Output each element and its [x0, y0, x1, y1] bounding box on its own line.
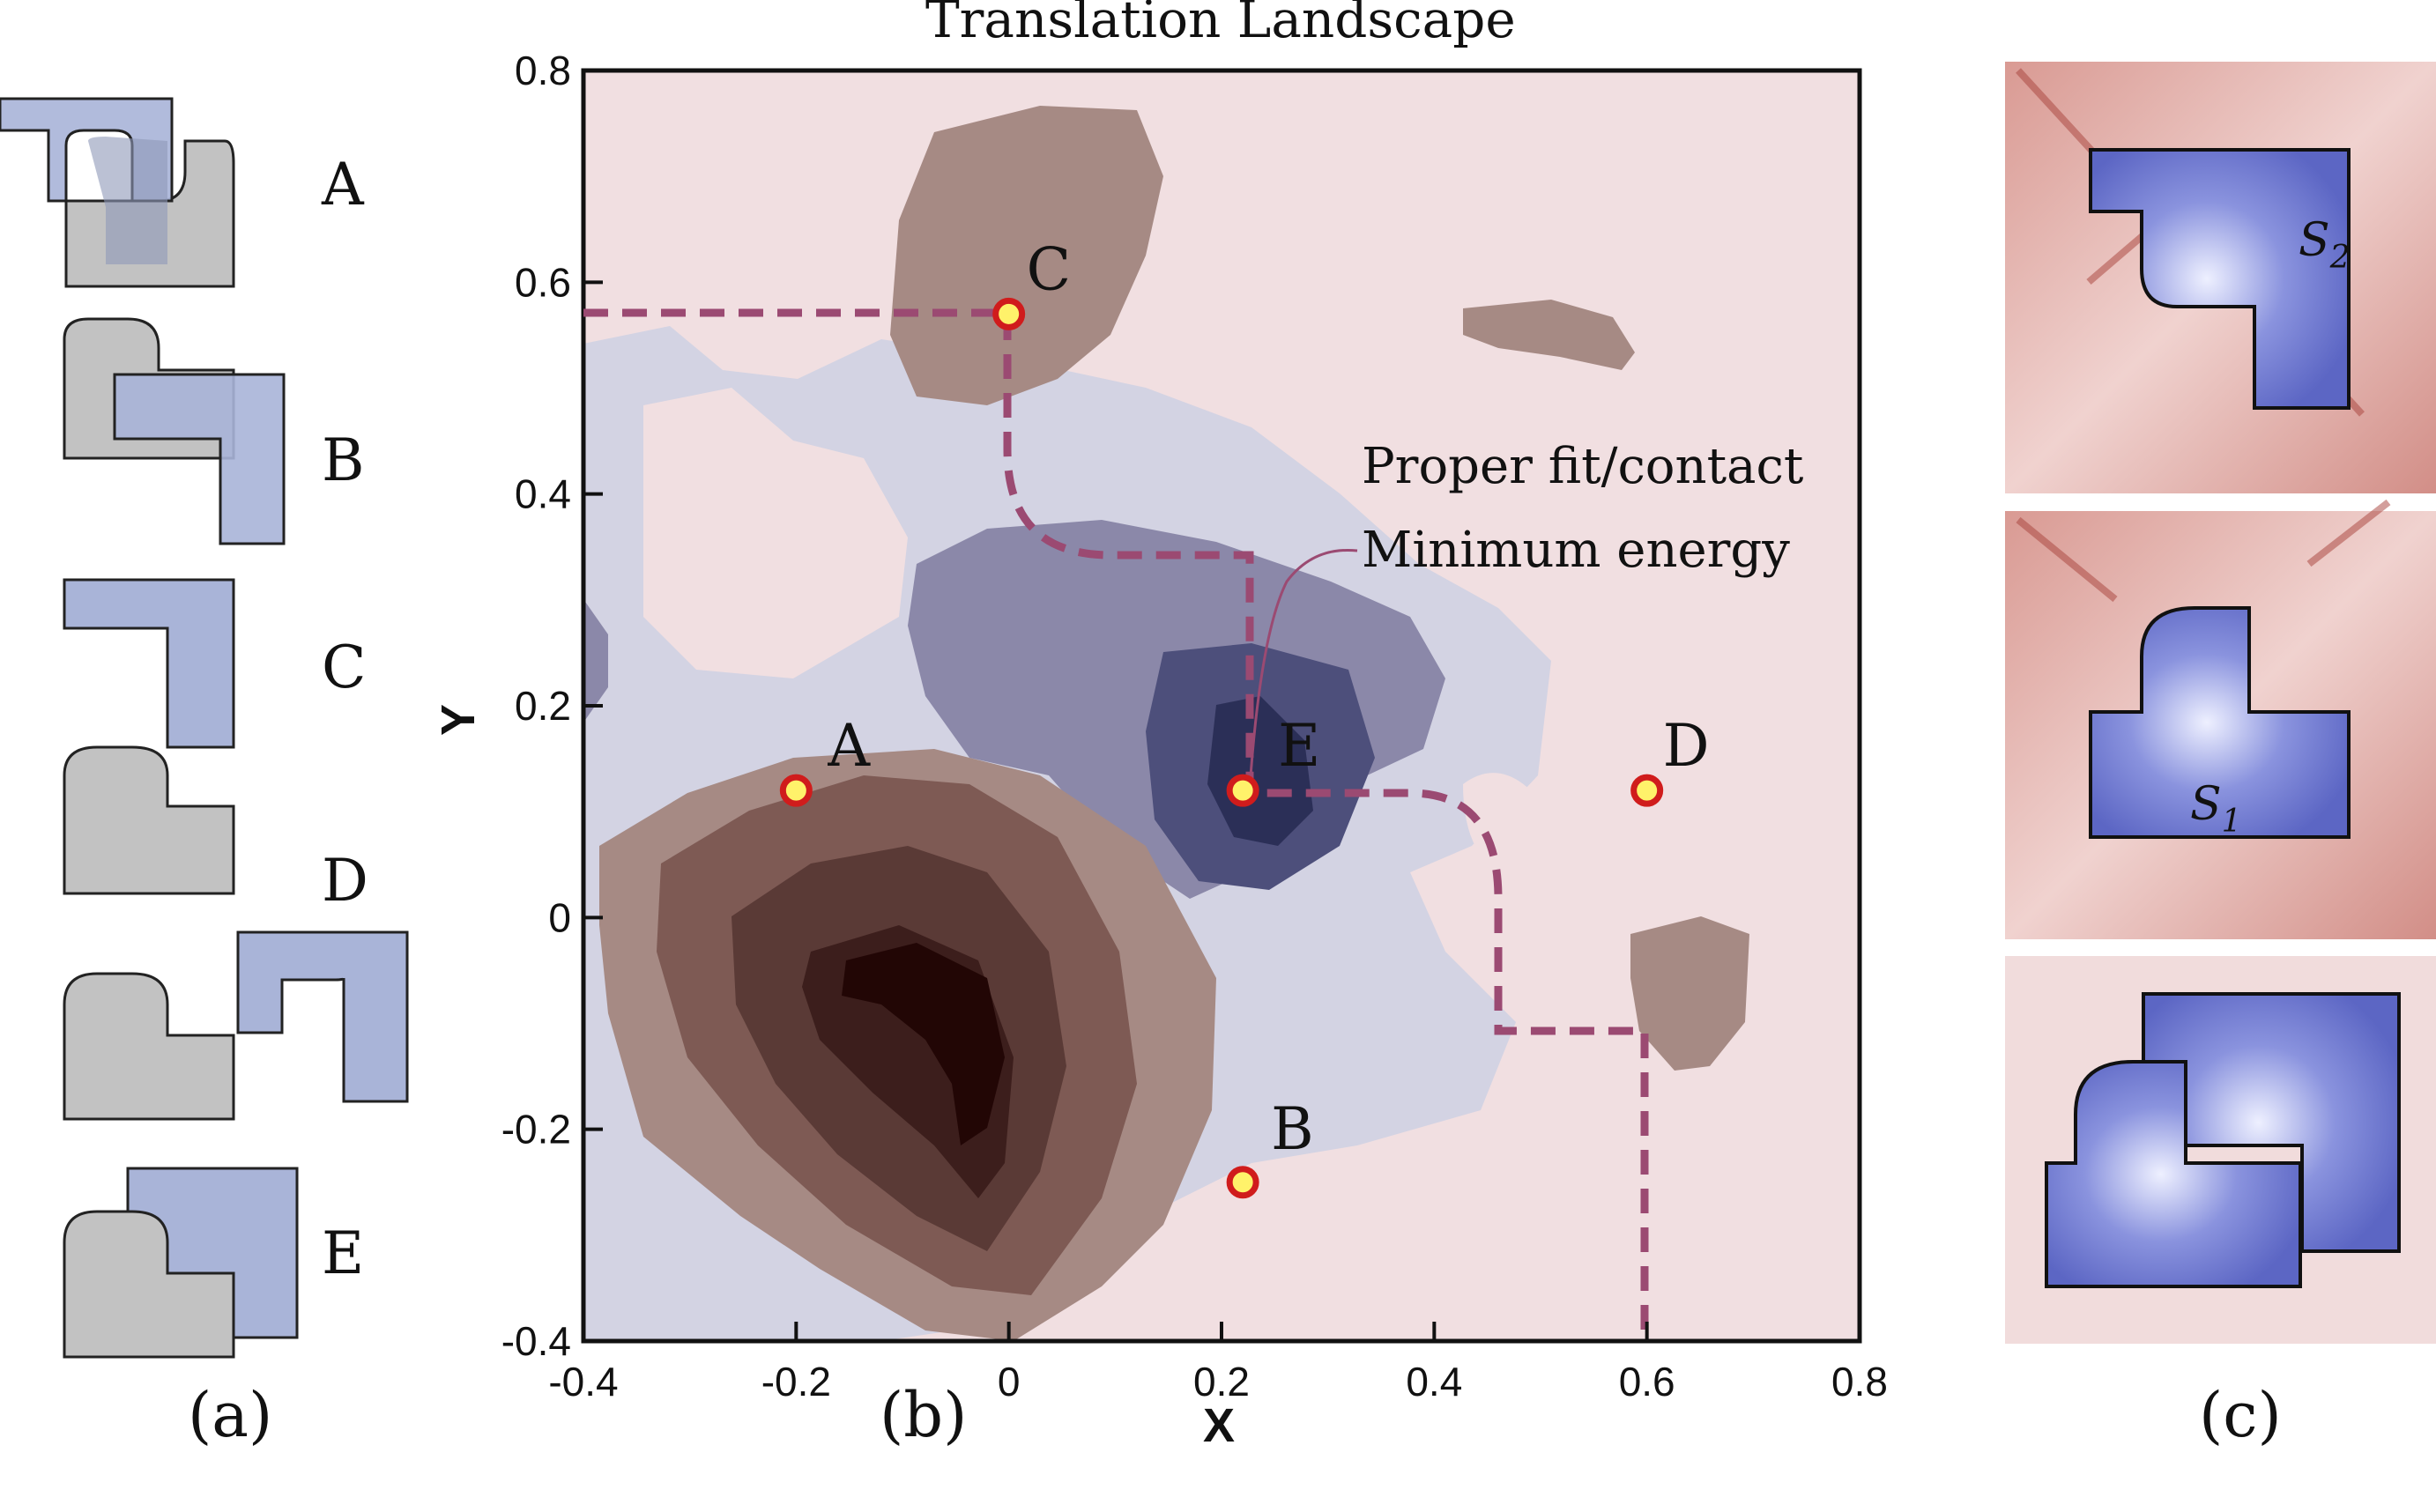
contour-level-brown-5: [842, 943, 1005, 1145]
point-label-b: B: [1271, 1095, 1314, 1163]
annotation-line-2: Minimum energy: [1362, 522, 1790, 579]
panel-c: S2 S1 (c): [2005, 62, 2436, 1451]
gray-shape: [63, 745, 235, 895]
y-tick-label: 0: [548, 894, 571, 940]
point-label-a: A: [827, 712, 871, 780]
y-tick-label: -0.2: [501, 1107, 571, 1153]
point-a: [779, 774, 813, 807]
tile-middle: S1: [2005, 499, 2436, 939]
shape-s2: [2089, 148, 2351, 410]
annotation-leader: [1248, 548, 1358, 789]
contour-map: [583, 70, 1860, 1341]
point-label-d: D: [1663, 712, 1710, 780]
blue-shape: [63, 578, 235, 749]
x-tick-label: 0.2: [1193, 1359, 1250, 1405]
contour-level-brown-small: [1463, 300, 1635, 370]
contour-level-brown-right: [1630, 916, 1749, 1071]
x-tick-label: 0.4: [1406, 1359, 1462, 1405]
panel-b: Translation Landscape: [432, 0, 1888, 1452]
panel-b-caption: (b): [880, 1379, 967, 1451]
axes: -0.4 -0.2 0 0.2 0.4 0.6 0.8 0.8 0.6 0.4 0.2 0 -0.2 -0…: [501, 48, 1888, 1405]
config-d-shapes: [63, 930, 409, 1121]
shape-label-s2: S2: [2299, 214, 2351, 276]
y-tick-label: 0.4: [515, 471, 571, 517]
point-d: [1630, 774, 1664, 807]
y-tick-label: -0.4: [501, 1318, 571, 1364]
y-tick-label: 0.2: [515, 683, 571, 729]
x-tick-label: -0.4: [548, 1359, 618, 1405]
point-label-e: E: [1278, 712, 1320, 780]
shape-label-s1: S1: [2190, 778, 2242, 840]
contour-level-brown-c: [890, 106, 1163, 405]
config-e-shapes: [63, 1167, 299, 1359]
config-label-c: C: [322, 634, 367, 701]
tile-top: S2: [2005, 62, 2436, 493]
y-tick-label: 0.6: [515, 259, 571, 305]
chart-title: Translation Landscape: [925, 0, 1516, 49]
config-label-b: B: [322, 426, 365, 494]
blue-shape: [236, 930, 409, 1103]
contour-level-edge-blue: [583, 599, 608, 723]
config-label-a: A: [321, 151, 365, 219]
panel-a: A B C D E (a): [0, 97, 409, 1451]
config-a-shapes: [0, 97, 235, 288]
panel-c-caption: (c): [2199, 1379, 2282, 1451]
contour-level-light-blue-hole: [643, 388, 908, 678]
config-c-shapes: [63, 578, 235, 895]
shape-s1-overlay: [2045, 1060, 2302, 1288]
point-c: [992, 297, 1026, 330]
point-b: [1226, 1166, 1259, 1199]
x-tick-label: 0: [998, 1359, 1021, 1405]
x-tick-label: 0.6: [1619, 1359, 1675, 1405]
contour-level-light-blue-hole: [1463, 773, 1540, 881]
overlap-region: [88, 137, 167, 264]
point-label-c: C: [1027, 235, 1072, 303]
blue-shape: [113, 373, 286, 545]
x-axis-label: X: [1203, 1399, 1235, 1452]
point-e: [1226, 774, 1259, 807]
config-label-d: D: [322, 847, 368, 915]
contour-level-darkest-blue: [1207, 696, 1313, 846]
x-tick-label: -0.2: [761, 1359, 831, 1405]
y-tick-label: 0.8: [515, 48, 571, 93]
annotation-line-1: Proper fit/contact: [1362, 438, 1804, 495]
config-b-shapes: [63, 317, 286, 545]
y-axis-label: Y: [432, 704, 485, 736]
gray-shape: [63, 1210, 235, 1359]
shape-s1: [2089, 606, 2351, 839]
points: A B C D E: [779, 235, 1710, 1199]
panel-a-caption: (a): [188, 1379, 272, 1451]
x-tick-label: 0.8: [1831, 1359, 1888, 1405]
tile-bottom: [2005, 956, 2436, 1344]
config-label-e: E: [322, 1219, 364, 1287]
field-streak: [2016, 499, 2391, 603]
gray-shape: [63, 972, 235, 1121]
